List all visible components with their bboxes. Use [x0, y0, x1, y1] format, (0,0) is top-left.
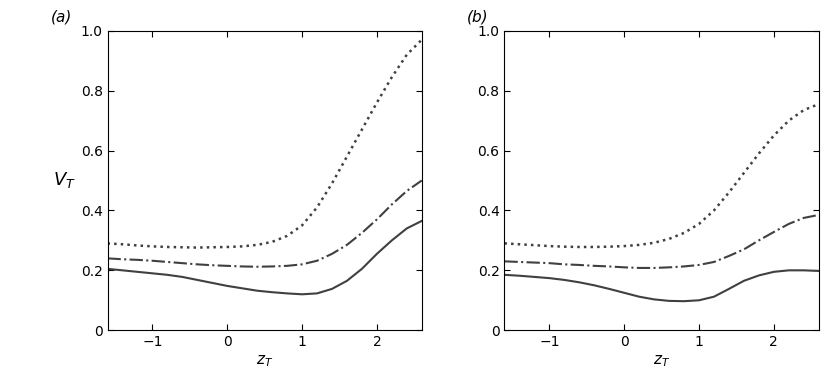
X-axis label: $z_T$: $z_T$ [256, 353, 273, 369]
Text: (a): (a) [51, 10, 72, 25]
Y-axis label: $V_T$: $V_T$ [53, 170, 75, 190]
Text: (b): (b) [466, 10, 489, 25]
X-axis label: $z_T$: $z_T$ [653, 353, 670, 369]
